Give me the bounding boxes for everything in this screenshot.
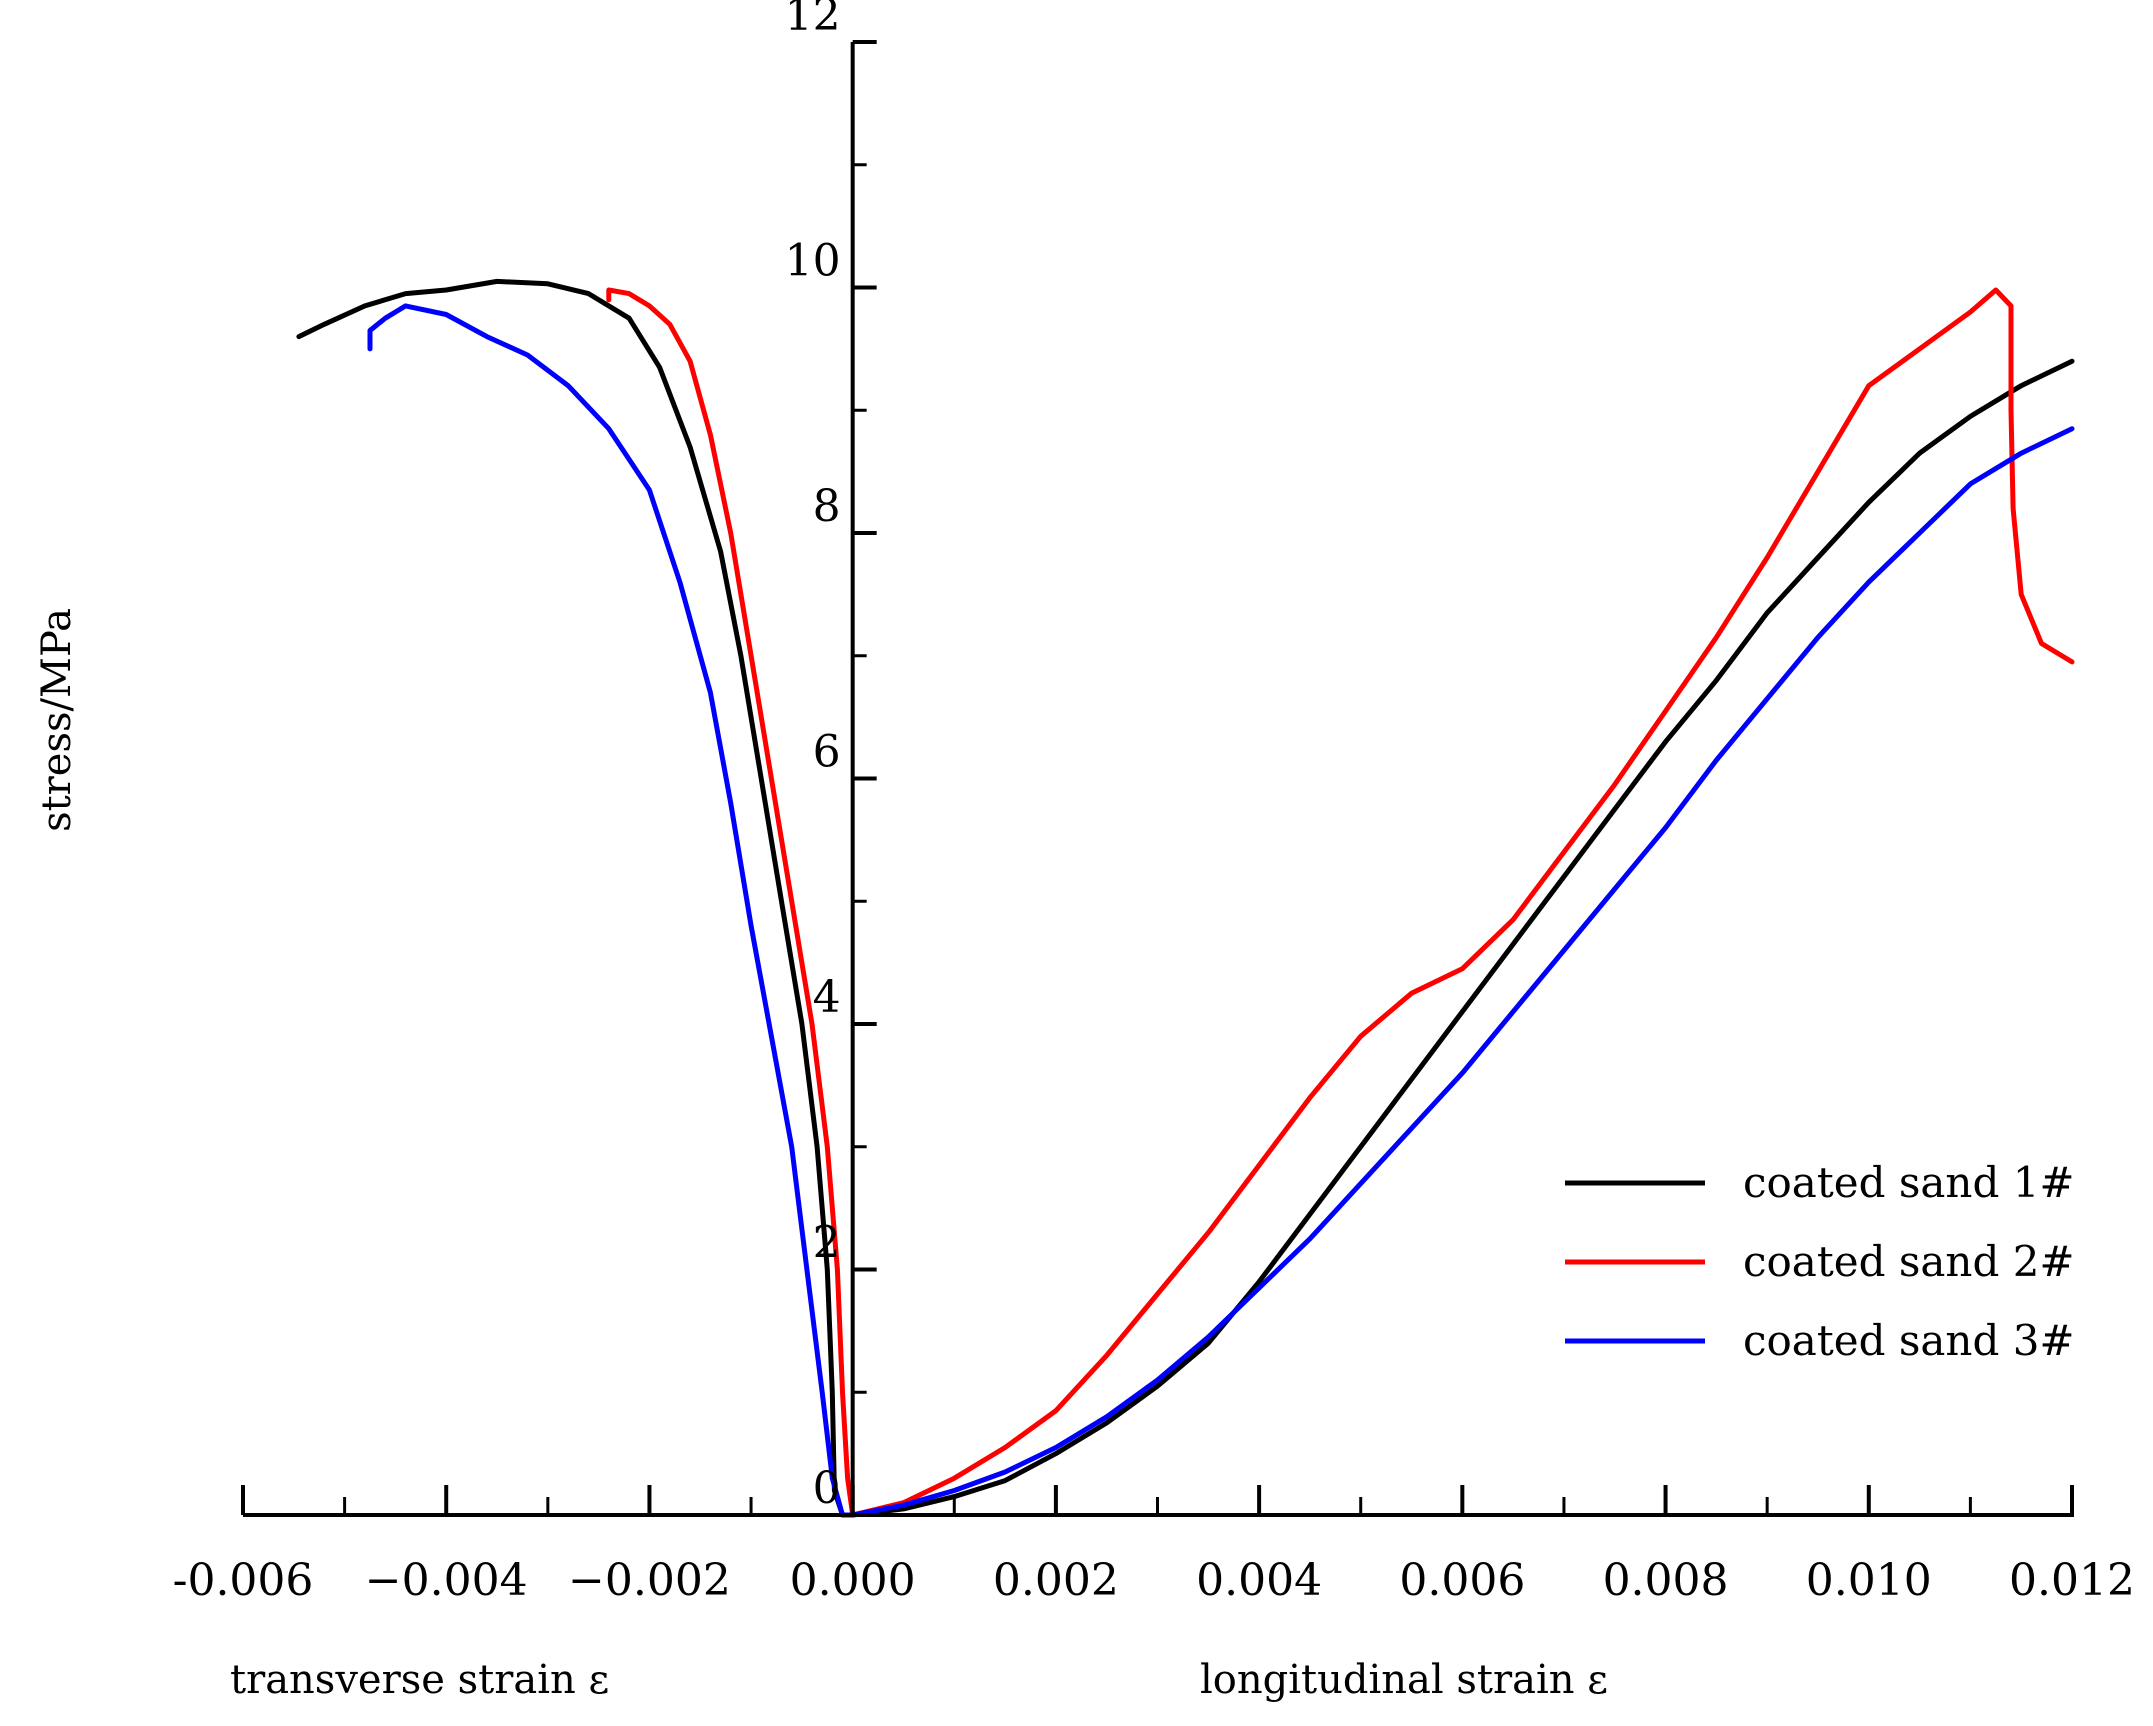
coated-sand-3-longitudinal-line (850, 426, 2075, 1518)
x-tick-label: 0.008 (1603, 1555, 1729, 1606)
y-axis-title: stress/MPa (34, 608, 80, 832)
x-tick-label: 0.004 (1196, 1555, 1322, 1606)
x-tick-label: 0.002 (993, 1555, 1119, 1606)
coated-sand-1-longitudinal-line (850, 358, 2075, 1518)
x-tick-label: 0.006 (1399, 1555, 1525, 1606)
x-tick-label: 0.010 (1806, 1555, 1932, 1606)
y-tick-label: 4 (813, 972, 841, 1023)
x-tick-label: −0.004 (365, 1555, 528, 1606)
y-tick-label: 12 (785, 0, 841, 41)
coated-sand-2-longitudinal-line (850, 287, 2075, 1518)
x-axis-ticks: -0.006 −0.004 −0.002 0.000 0.002 0.004 0.006 0.… (173, 1485, 2135, 1606)
y-tick-label: 2 (813, 1218, 841, 1269)
y-tick-label: 10 (785, 236, 841, 287)
y-axis-ticks: 0 2 4 6 8 10 12 (785, 0, 877, 1517)
y-tick-label: 8 (813, 481, 841, 532)
legend-label: coated sand 2# (1743, 1237, 2075, 1286)
y-tick-label: 0 (813, 1463, 841, 1514)
legend-label: coated sand 3# (1743, 1316, 2075, 1365)
coated-sand-1-transverse-line (296, 278, 856, 1518)
x-tick-label: 0.012 (2009, 1555, 2135, 1606)
x-tick-label: −0.002 (568, 1555, 731, 1606)
coated-sand-2-transverse-line (606, 287, 856, 1518)
y-tick-label: 6 (813, 727, 841, 778)
x-axis-title-longitudinal: longitudinal strain ε (1200, 1657, 1608, 1703)
x-tick-label: 0.000 (790, 1555, 916, 1606)
legend: coated sand 1# coated sand 2# coated sand … (1565, 1158, 2075, 1365)
series-lines (296, 278, 2075, 1518)
coated-sand-3-transverse-line (367, 303, 856, 1518)
x-axis-title-transverse: transverse strain ε (230, 1657, 609, 1703)
legend-label: coated sand 1# (1743, 1158, 2075, 1207)
x-tick-label: -0.006 (173, 1555, 314, 1606)
